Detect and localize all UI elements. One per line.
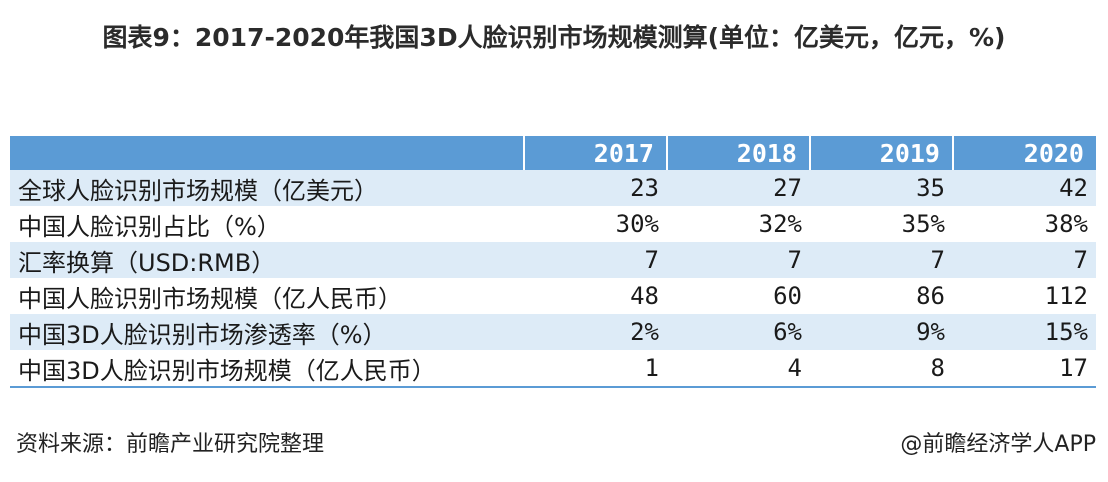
cell-value: 9% [810, 314, 953, 350]
cell-value: 86 [810, 278, 953, 314]
cell-value: 35% [810, 206, 953, 242]
table-row: 中国人脸识别占比（%） 30% 32% 35% 38% [10, 206, 1096, 242]
cell-value: 42 [953, 170, 1096, 206]
cell-value: 1 [524, 350, 667, 388]
source-note: 资料来源：前瞻产业研究院整理 [16, 432, 325, 457]
row-label: 汇率换算（USD:RMB） [10, 242, 524, 278]
row-label: 全球人脸识别市场规模（亿美元） [10, 170, 524, 206]
table-row: 全球人脸识别市场规模（亿美元） 23 27 35 42 [10, 170, 1096, 206]
cell-value: 8 [810, 350, 953, 388]
cell-value: 112 [953, 278, 1096, 314]
header-cell-year: 2019 [810, 136, 954, 170]
cell-value: 38% [953, 206, 1096, 242]
table-header-row: 2017 2018 2019 2020 [10, 136, 1096, 170]
row-label: 中国人脸识别占比（%） [10, 206, 524, 242]
cell-value: 7 [667, 242, 810, 278]
brand-credit: @前瞻经济学人APP [900, 432, 1096, 457]
header-cell-empty [10, 136, 525, 170]
cell-value: 30% [524, 206, 667, 242]
row-label: 中国3D人脸识别市场渗透率（%） [10, 314, 524, 350]
data-table: 2017 2018 2019 2020 全球人脸识别市场规模（亿美元） 23 2… [10, 136, 1096, 388]
table-row: 中国3D人脸识别市场规模（亿人民币） 1 4 8 17 [10, 350, 1096, 388]
cell-value: 32% [667, 206, 810, 242]
row-label: 中国人脸识别市场规模（亿人民币） [10, 278, 524, 314]
cell-value: 6% [667, 314, 810, 350]
header-cell-year: 2020 [953, 136, 1096, 170]
header-cell-year: 2017 [524, 136, 668, 170]
cell-value: 2% [524, 314, 667, 350]
cell-value: 7 [810, 242, 953, 278]
cell-value: 15% [953, 314, 1096, 350]
header-cell-year: 2018 [667, 136, 811, 170]
cell-value: 4 [667, 350, 810, 388]
table-row: 中国3D人脸识别市场渗透率（%） 2% 6% 9% 15% [10, 314, 1096, 350]
cell-value: 23 [524, 170, 667, 206]
cell-value: 7 [953, 242, 1096, 278]
table-row: 中国人脸识别市场规模（亿人民币） 48 60 86 112 [10, 278, 1096, 314]
table-row: 汇率换算（USD:RMB） 7 7 7 7 [10, 242, 1096, 278]
row-label: 中国3D人脸识别市场规模（亿人民币） [10, 350, 524, 388]
cell-value: 35 [810, 170, 953, 206]
chart-title: 图表9：2017-2020年我国3D人脸识别市场规模测算(单位：亿美元，亿元，%… [102, 23, 1006, 52]
cell-value: 17 [953, 350, 1096, 388]
cell-value: 60 [667, 278, 810, 314]
cell-value: 7 [524, 242, 667, 278]
cell-value: 27 [667, 170, 810, 206]
cell-value: 48 [524, 278, 667, 314]
